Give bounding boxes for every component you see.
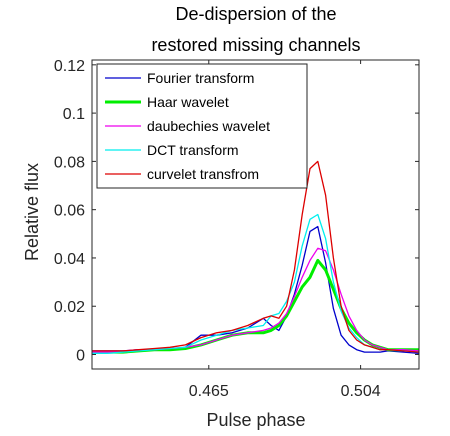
series-line-5 (92, 160, 419, 353)
legend-entry-label: DCT transform (147, 142, 239, 158)
plot-area (92, 160, 419, 354)
legend-entry-label: Fourier transform (147, 70, 254, 86)
axes: 0 0.02 0.04 0.06 0.08 0.1 0.12 0.465 0.504 (54, 58, 420, 400)
legend-box (96, 63, 308, 189)
y-axis-label: Relative flux (22, 163, 42, 261)
legend: Fourier transform Haar wavelet daubechies … (96, 63, 308, 189)
y-tick-label: 0.1 (63, 106, 85, 123)
legend-entry-label: Haar wavelet (147, 94, 229, 110)
x-tick-label: 0.465 (189, 383, 229, 400)
y-tick-label: 0.12 (54, 58, 85, 75)
chart-title-line-2: restored missing channels (151, 35, 360, 55)
y-tick-label: 0 (76, 348, 85, 365)
legend-entry-label: curvelet transfrom (147, 166, 259, 182)
y-tick-label: 0.04 (54, 251, 85, 268)
series-group (92, 160, 419, 354)
y-tick-label: 0.02 (54, 299, 85, 316)
axes-box (91, 59, 420, 370)
chart-title-line-1: De-dispersion of the (175, 4, 336, 24)
y-tick-label: 0.08 (54, 154, 85, 171)
legend-entry-label: daubechies wavelet (147, 118, 270, 134)
x-tick-label: 0.504 (341, 383, 381, 400)
y-tick-label: 0.06 (54, 203, 85, 220)
x-axis-label: Pulse phase (206, 410, 305, 430)
